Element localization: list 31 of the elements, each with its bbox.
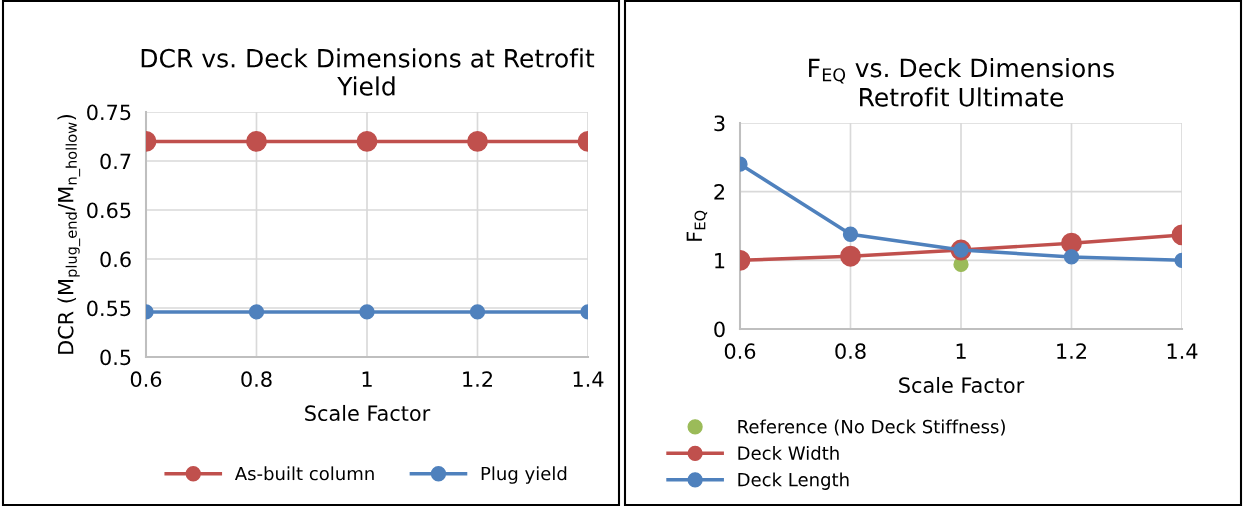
x-tick-label: 1.2 (463, 371, 492, 387)
x-tick-label: 1 (362, 371, 372, 387)
chart-title: F$_{EQ}$ vs. Deck Dimensions Retrofit Ultimate (809, 58, 1114, 107)
y-tick-label: 0.5 (100, 349, 131, 366)
chart-title: DCR vs. Deck Dimensions at Retrofit Yield (141, 48, 595, 96)
x-tick-label: 1.4 (573, 371, 604, 387)
y-tick-label: 0.6 (100, 251, 131, 268)
legend-label: As-built column (234, 466, 374, 481)
y-axis-title: DCR (M$_{plug_end}$/M$_{n_hollow}$) (57, 114, 81, 354)
x-tick-label: 1 (956, 343, 966, 359)
legend-label: Reference (No Deck Stiffness) (738, 419, 1005, 436)
y-tick-label: 3 (714, 115, 725, 132)
x-tick-label: 0.6 (130, 371, 162, 388)
legend-label: Deck Length (738, 472, 849, 490)
point (1063, 249, 1080, 265)
y-tick-label: 0 (714, 321, 725, 338)
y-tick-label: 0.55 (87, 300, 131, 317)
y-tick-label: 2 (714, 184, 725, 200)
y-tick-label: 0.65 (87, 202, 131, 219)
y-axis-title: F$_{EQ}$ (686, 210, 708, 241)
x-tick-label: 1.2 (1057, 343, 1086, 359)
legend-label: Plug yield (481, 466, 567, 484)
legend-label: Deck Width (738, 445, 839, 460)
x-tick-label: 0.8 (835, 343, 866, 360)
x-axis-title: Scale Factor (899, 376, 1025, 394)
y-tick-label: 1 (715, 253, 725, 269)
x-tick-label: 0.8 (241, 371, 272, 388)
x-tick-label: 1.4 (1167, 343, 1198, 359)
y-tick-label: 0.75 (87, 104, 131, 121)
x-axis-title: Scale Factor (305, 404, 431, 422)
y-tick-label: 0.7 (100, 153, 131, 170)
